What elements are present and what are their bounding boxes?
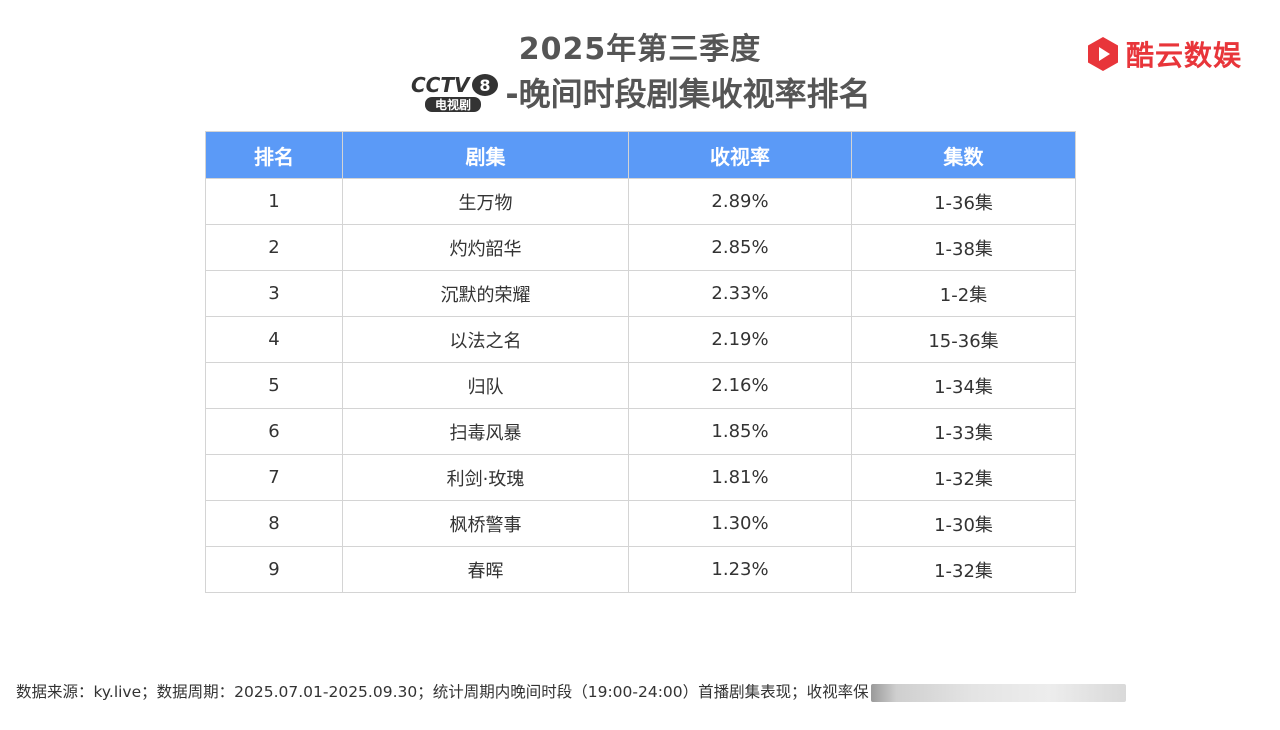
drama-cell: 春晖	[342, 546, 629, 593]
rank-cell: 3	[205, 270, 343, 317]
episodes-cell: 1-33集	[851, 408, 1076, 455]
episodes-cell: 1-38集	[851, 224, 1076, 271]
episodes-cell: 1-2集	[851, 270, 1076, 317]
column-header-rating: 收视率	[628, 131, 852, 179]
rating-cell: 1.81%	[628, 454, 852, 501]
episodes-cell: 1-30集	[851, 500, 1076, 547]
svg-text:电视剧: 电视剧	[435, 97, 471, 112]
rank-cell: 5	[205, 362, 343, 409]
rating-cell: 1.30%	[628, 500, 852, 547]
drama-cell: 归队	[342, 362, 629, 409]
episodes-cell: 1-32集	[851, 546, 1076, 593]
drama-cell: 扫毒风暴	[342, 408, 629, 455]
drama-cell: 以法之名	[342, 316, 629, 363]
rating-cell: 2.33%	[628, 270, 852, 317]
rank-cell: 2	[205, 224, 343, 271]
title-line2: CCTV 8 电视剧 -晚间时段剧集收视率排名	[0, 68, 1280, 116]
episodes-cell: 1-32集	[851, 454, 1076, 501]
rating-cell: 1.23%	[628, 546, 852, 593]
redacted-blur	[870, 683, 1126, 702]
drama-cell: 沉默的荣耀	[342, 270, 629, 317]
table-row: 5 归队 2.16% 1-34集	[205, 362, 1076, 409]
table-header-row: 排名 剧集 收视率 集数	[205, 131, 1076, 179]
rank-cell: 7	[205, 454, 343, 501]
table-row: 2 灼灼韶华 2.85% 1-38集	[205, 224, 1076, 271]
table-row: 8 枫桥警事 1.30% 1-30集	[205, 500, 1076, 547]
table-row: 7 利剑·玫瑰 1.81% 1-32集	[205, 454, 1076, 501]
drama-cell: 利剑·玫瑰	[342, 454, 629, 501]
column-header-drama: 剧集	[342, 131, 629, 179]
episodes-cell: 15-36集	[851, 316, 1076, 363]
episodes-cell: 1-36集	[851, 178, 1076, 225]
rank-cell: 9	[205, 546, 343, 593]
rating-cell: 2.85%	[628, 224, 852, 271]
title-line1: 2025年第三季度	[518, 32, 762, 67]
rank-cell: 1	[205, 178, 343, 225]
brand-logo: 酷云数娱	[1086, 34, 1242, 74]
rank-cell: 6	[205, 408, 343, 455]
table-row: 3 沉默的荣耀 2.33% 1-2集	[205, 270, 1076, 317]
title-line2-text: -晚间时段剧集收视率排名	[505, 75, 871, 113]
cctv8-logo: CCTV 8 电视剧	[411, 73, 499, 112]
table-row: 4 以法之名 2.19% 15-36集	[205, 316, 1076, 363]
rank-cell: 8	[205, 500, 343, 547]
table-row: 9 春晖 1.23% 1-32集	[205, 546, 1076, 593]
footer-text: 数据来源：ky.live；数据周期：2025.07.01-2025.09.30；…	[16, 683, 869, 701]
brand-hexagon-icon	[1088, 37, 1118, 71]
episodes-cell: 1-34集	[851, 362, 1076, 409]
rating-cell: 2.19%	[628, 316, 852, 363]
brand-name: 酷云数娱	[1126, 39, 1243, 72]
column-header-episodes: 集数	[851, 131, 1076, 179]
table-row: 1 生万物 2.89% 1-36集	[205, 178, 1076, 225]
table-row: 6 扫毒风暴 1.85% 1-33集	[205, 408, 1076, 455]
rank-cell: 4	[205, 316, 343, 363]
drama-cell: 灼灼韶华	[342, 224, 629, 271]
rating-cell: 1.85%	[628, 408, 852, 455]
svg-text:8: 8	[480, 76, 491, 95]
svg-text:CCTV: CCTV	[411, 73, 471, 97]
drama-cell: 生万物	[342, 178, 629, 225]
rating-cell: 2.16%	[628, 362, 852, 409]
footer-note: 数据来源：ky.live；数据周期：2025.07.01-2025.09.30；…	[16, 680, 1266, 702]
ranking-table: 排名 剧集 收视率 集数 1 生万物 2.89% 1-36集 2 灼灼韶华 2.…	[205, 131, 1076, 593]
drama-cell: 枫桥警事	[342, 500, 629, 547]
column-header-rank: 排名	[205, 131, 343, 179]
rating-cell: 2.89%	[628, 178, 852, 225]
